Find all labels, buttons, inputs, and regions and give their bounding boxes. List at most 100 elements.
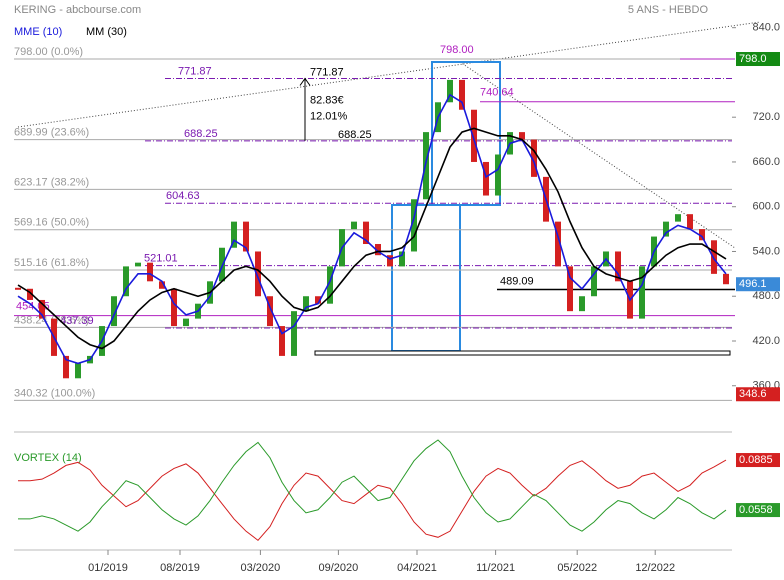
candle bbox=[663, 221, 669, 237]
candle bbox=[315, 296, 321, 304]
last-value-label: 798.0 bbox=[739, 53, 767, 65]
candle bbox=[291, 311, 297, 356]
vortex-line bbox=[18, 459, 727, 542]
candle bbox=[159, 281, 165, 289]
last-value-box bbox=[736, 277, 780, 292]
annotation: 688.25 bbox=[338, 129, 372, 141]
x-tick-label: 08/2019 bbox=[160, 562, 200, 574]
candle bbox=[531, 139, 537, 177]
y-tick-label: 480.0 bbox=[752, 290, 780, 302]
candle bbox=[39, 299, 45, 319]
x-tick-label: 01/2019 bbox=[88, 562, 128, 574]
candle bbox=[459, 79, 465, 110]
annotation: 12.01% bbox=[310, 110, 348, 122]
candle bbox=[615, 251, 621, 282]
candle bbox=[279, 326, 285, 356]
moving-average bbox=[17, 127, 727, 350]
fib-label: 515.16 (61.8%) bbox=[14, 257, 89, 269]
last-value-label: 496.1 bbox=[739, 278, 767, 290]
last-value-label: 348.6 bbox=[739, 388, 767, 400]
candle bbox=[363, 221, 369, 245]
retracement-label: 437.39 bbox=[60, 315, 94, 327]
x-tick-label: 11/2021 bbox=[476, 562, 515, 574]
support-label: 489.09 bbox=[500, 275, 534, 287]
candle bbox=[135, 262, 141, 267]
candle bbox=[111, 296, 117, 327]
annotation: 82.83€ bbox=[310, 94, 344, 106]
chart-title: KERING - abcbourse.com bbox=[14, 4, 141, 16]
candle bbox=[483, 161, 489, 196]
candle bbox=[123, 266, 129, 297]
candle bbox=[447, 79, 453, 103]
candle bbox=[27, 288, 33, 300]
x-tick-label: 05/2022 bbox=[557, 562, 597, 574]
range-bar bbox=[314, 350, 731, 356]
arrow-head bbox=[299, 77, 311, 86]
retracement-label: 604.63 bbox=[166, 190, 200, 202]
last-value-label: 0.0885 bbox=[739, 454, 773, 466]
y-tick-label: 720.0 bbox=[752, 111, 780, 123]
candle bbox=[411, 199, 417, 252]
last-value-label: 0.0558 bbox=[739, 504, 773, 516]
fib-label: 798.00 (0.0%) bbox=[14, 46, 83, 58]
candle bbox=[591, 266, 597, 297]
candle bbox=[255, 251, 261, 297]
candle bbox=[267, 296, 273, 327]
moving-average bbox=[17, 93, 727, 365]
fib-label: 340.32 (100.0%) bbox=[14, 387, 95, 399]
candle bbox=[723, 273, 729, 285]
candle bbox=[675, 214, 681, 222]
candle bbox=[711, 240, 717, 274]
candle bbox=[327, 266, 333, 304]
chart-subtitle: 5 ANS - HEBDO bbox=[628, 4, 709, 16]
trend-line bbox=[17, 21, 761, 128]
annotation: 771.87 bbox=[310, 66, 344, 78]
candle bbox=[519, 132, 525, 140]
fib-label: 623.17 (38.2%) bbox=[14, 176, 89, 188]
candle bbox=[171, 288, 177, 327]
x-tick-label: 09/2020 bbox=[319, 562, 359, 574]
candle bbox=[63, 355, 69, 379]
retracement-label: 771.87 bbox=[178, 65, 212, 77]
candle bbox=[699, 229, 705, 241]
candle bbox=[567, 266, 573, 312]
candle bbox=[243, 221, 249, 252]
retracement-label: 521.01 bbox=[144, 253, 178, 265]
candle bbox=[147, 262, 153, 282]
legend-entry: MM (30) bbox=[86, 26, 127, 38]
legend-entry: MME (10) bbox=[14, 26, 62, 38]
level-label: 798.00 bbox=[440, 44, 474, 56]
highlight-box bbox=[431, 61, 501, 206]
x-tick-label: 12/2022 bbox=[635, 562, 675, 574]
candle bbox=[375, 244, 381, 256]
candle bbox=[687, 214, 693, 230]
candle bbox=[75, 363, 81, 379]
y-tick-label: 600.0 bbox=[752, 201, 780, 213]
y-tick-label: 840.0 bbox=[752, 22, 780, 34]
candle bbox=[351, 221, 357, 230]
fib-label: 569.16 (50.0%) bbox=[14, 217, 89, 229]
candle bbox=[639, 266, 645, 319]
last-value-box bbox=[736, 453, 780, 468]
y-tick-label: 540.0 bbox=[752, 245, 780, 257]
x-tick-label: 04/2021 bbox=[397, 562, 437, 574]
candle bbox=[579, 296, 585, 312]
last-value-box bbox=[736, 387, 780, 402]
candle bbox=[231, 221, 237, 248]
retracement-label: 688.25 bbox=[184, 128, 218, 140]
candle bbox=[183, 318, 189, 327]
last-value-box bbox=[736, 52, 780, 67]
fib-label: 689.99 (23.6%) bbox=[14, 126, 89, 138]
last-value-box bbox=[736, 503, 780, 518]
candle bbox=[399, 251, 405, 267]
candle bbox=[555, 221, 561, 267]
candle bbox=[387, 255, 393, 267]
level-label: 740.64 bbox=[480, 87, 514, 99]
y-tick-label: 420.0 bbox=[752, 335, 780, 347]
vortex-line bbox=[18, 439, 727, 532]
vortex-title: VORTEX (14) bbox=[14, 452, 82, 464]
candle bbox=[495, 154, 501, 196]
y-tick-label: 660.0 bbox=[752, 156, 780, 168]
x-tick-label: 03/2020 bbox=[241, 562, 281, 574]
